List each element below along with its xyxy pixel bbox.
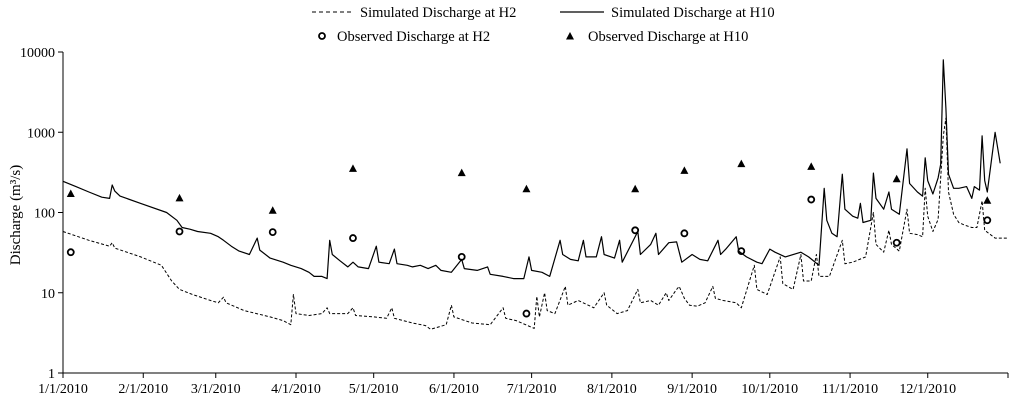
y-tick-label: 1000 bbox=[27, 126, 55, 141]
observed-h2-point bbox=[522, 309, 531, 318]
x-tick-label: 11/1/2010 bbox=[822, 382, 878, 397]
y-ticks: 1 10 100 1000 10000 bbox=[20, 46, 63, 382]
observed-h10-point bbox=[175, 193, 184, 202]
observed-h10-point bbox=[66, 189, 75, 198]
legend-item-observed-h2: Observed Discharge at H2 bbox=[318, 29, 490, 45]
observed-h10-point bbox=[983, 196, 992, 204]
observed-h10-point bbox=[522, 184, 531, 193]
x-tick-label: 9/1/2010 bbox=[667, 382, 717, 397]
legend-item-simulated-h2: Simulated Discharge at H2 bbox=[312, 5, 516, 21]
legend: Simulated Discharge at H2 Simulated Disc… bbox=[312, 5, 775, 45]
observed-h2-point bbox=[349, 234, 357, 242]
legend-label-simulated-h10: Simulated Discharge at H10 bbox=[611, 5, 775, 21]
observed-h2-point bbox=[983, 216, 992, 225]
observed-h10-point bbox=[737, 159, 746, 168]
y-tick-label: 100 bbox=[34, 207, 55, 222]
observed-h2-point bbox=[680, 229, 689, 238]
series-line-simulated-discharge-at-h10 bbox=[62, 59, 1001, 280]
x-ticks: 1/1/2010 2/1/2010 3/1/2010 4/1/2010 5/1/2010… bbox=[38, 373, 1009, 397]
observed-h10-point bbox=[807, 162, 816, 170]
plot-area bbox=[62, 59, 1008, 330]
x-tick-label: 12/1/2010 bbox=[899, 382, 956, 397]
legend-label-observed-h10: Observed Discharge at H10 bbox=[588, 29, 748, 45]
x-tick-label: 2/1/2010 bbox=[118, 382, 168, 397]
observed-h10-point bbox=[892, 174, 901, 183]
legend-item-observed-h10: Observed Discharge at H10 bbox=[566, 29, 748, 45]
legend-triangle-symbol bbox=[566, 32, 574, 40]
legend-item-simulated-h10: Simulated Discharge at H10 bbox=[560, 5, 775, 21]
observed-h10-point bbox=[348, 164, 357, 172]
observed-h10-point bbox=[268, 206, 277, 214]
x-tick-label: 10/1/2010 bbox=[741, 382, 798, 397]
observed-h2-point bbox=[268, 228, 277, 236]
observed-h10-point bbox=[631, 184, 640, 193]
x-tick-label: 4/1/2010 bbox=[271, 382, 321, 397]
x-tick-label: 6/1/2010 bbox=[429, 382, 479, 397]
legend-label-simulated-h2: Simulated Discharge at H2 bbox=[360, 5, 516, 21]
observed-h2-point bbox=[807, 195, 816, 204]
y-tick-label: 1 bbox=[48, 367, 55, 382]
observed-h2-point bbox=[457, 252, 466, 261]
legend-circle-symbol bbox=[318, 32, 326, 40]
observed-h2-point bbox=[892, 238, 901, 247]
observed-h10-point bbox=[457, 168, 466, 177]
observed-h2-point bbox=[737, 247, 746, 256]
observed-h2-point bbox=[631, 226, 640, 235]
x-tick-label: 7/1/2010 bbox=[507, 382, 557, 397]
observed-h10-point bbox=[680, 166, 689, 174]
x-tick-label: 1/1/2010 bbox=[38, 382, 88, 397]
x-tick-label: 3/1/2010 bbox=[191, 382, 241, 397]
y-tick-label: 10000 bbox=[20, 46, 55, 61]
y-tick-label: 10 bbox=[41, 287, 55, 302]
legend-label-observed-h2: Observed Discharge at H2 bbox=[337, 29, 490, 45]
observed-h2-point bbox=[175, 227, 184, 236]
series-line-simulated-discharge-at-h2 bbox=[62, 117, 1008, 330]
observed-h2-point bbox=[66, 248, 75, 257]
y-axis-title: Discharge (m³/s) bbox=[8, 165, 24, 265]
x-tick-label: 5/1/2010 bbox=[349, 382, 399, 397]
x-tick-label: 8/1/2010 bbox=[587, 382, 637, 397]
